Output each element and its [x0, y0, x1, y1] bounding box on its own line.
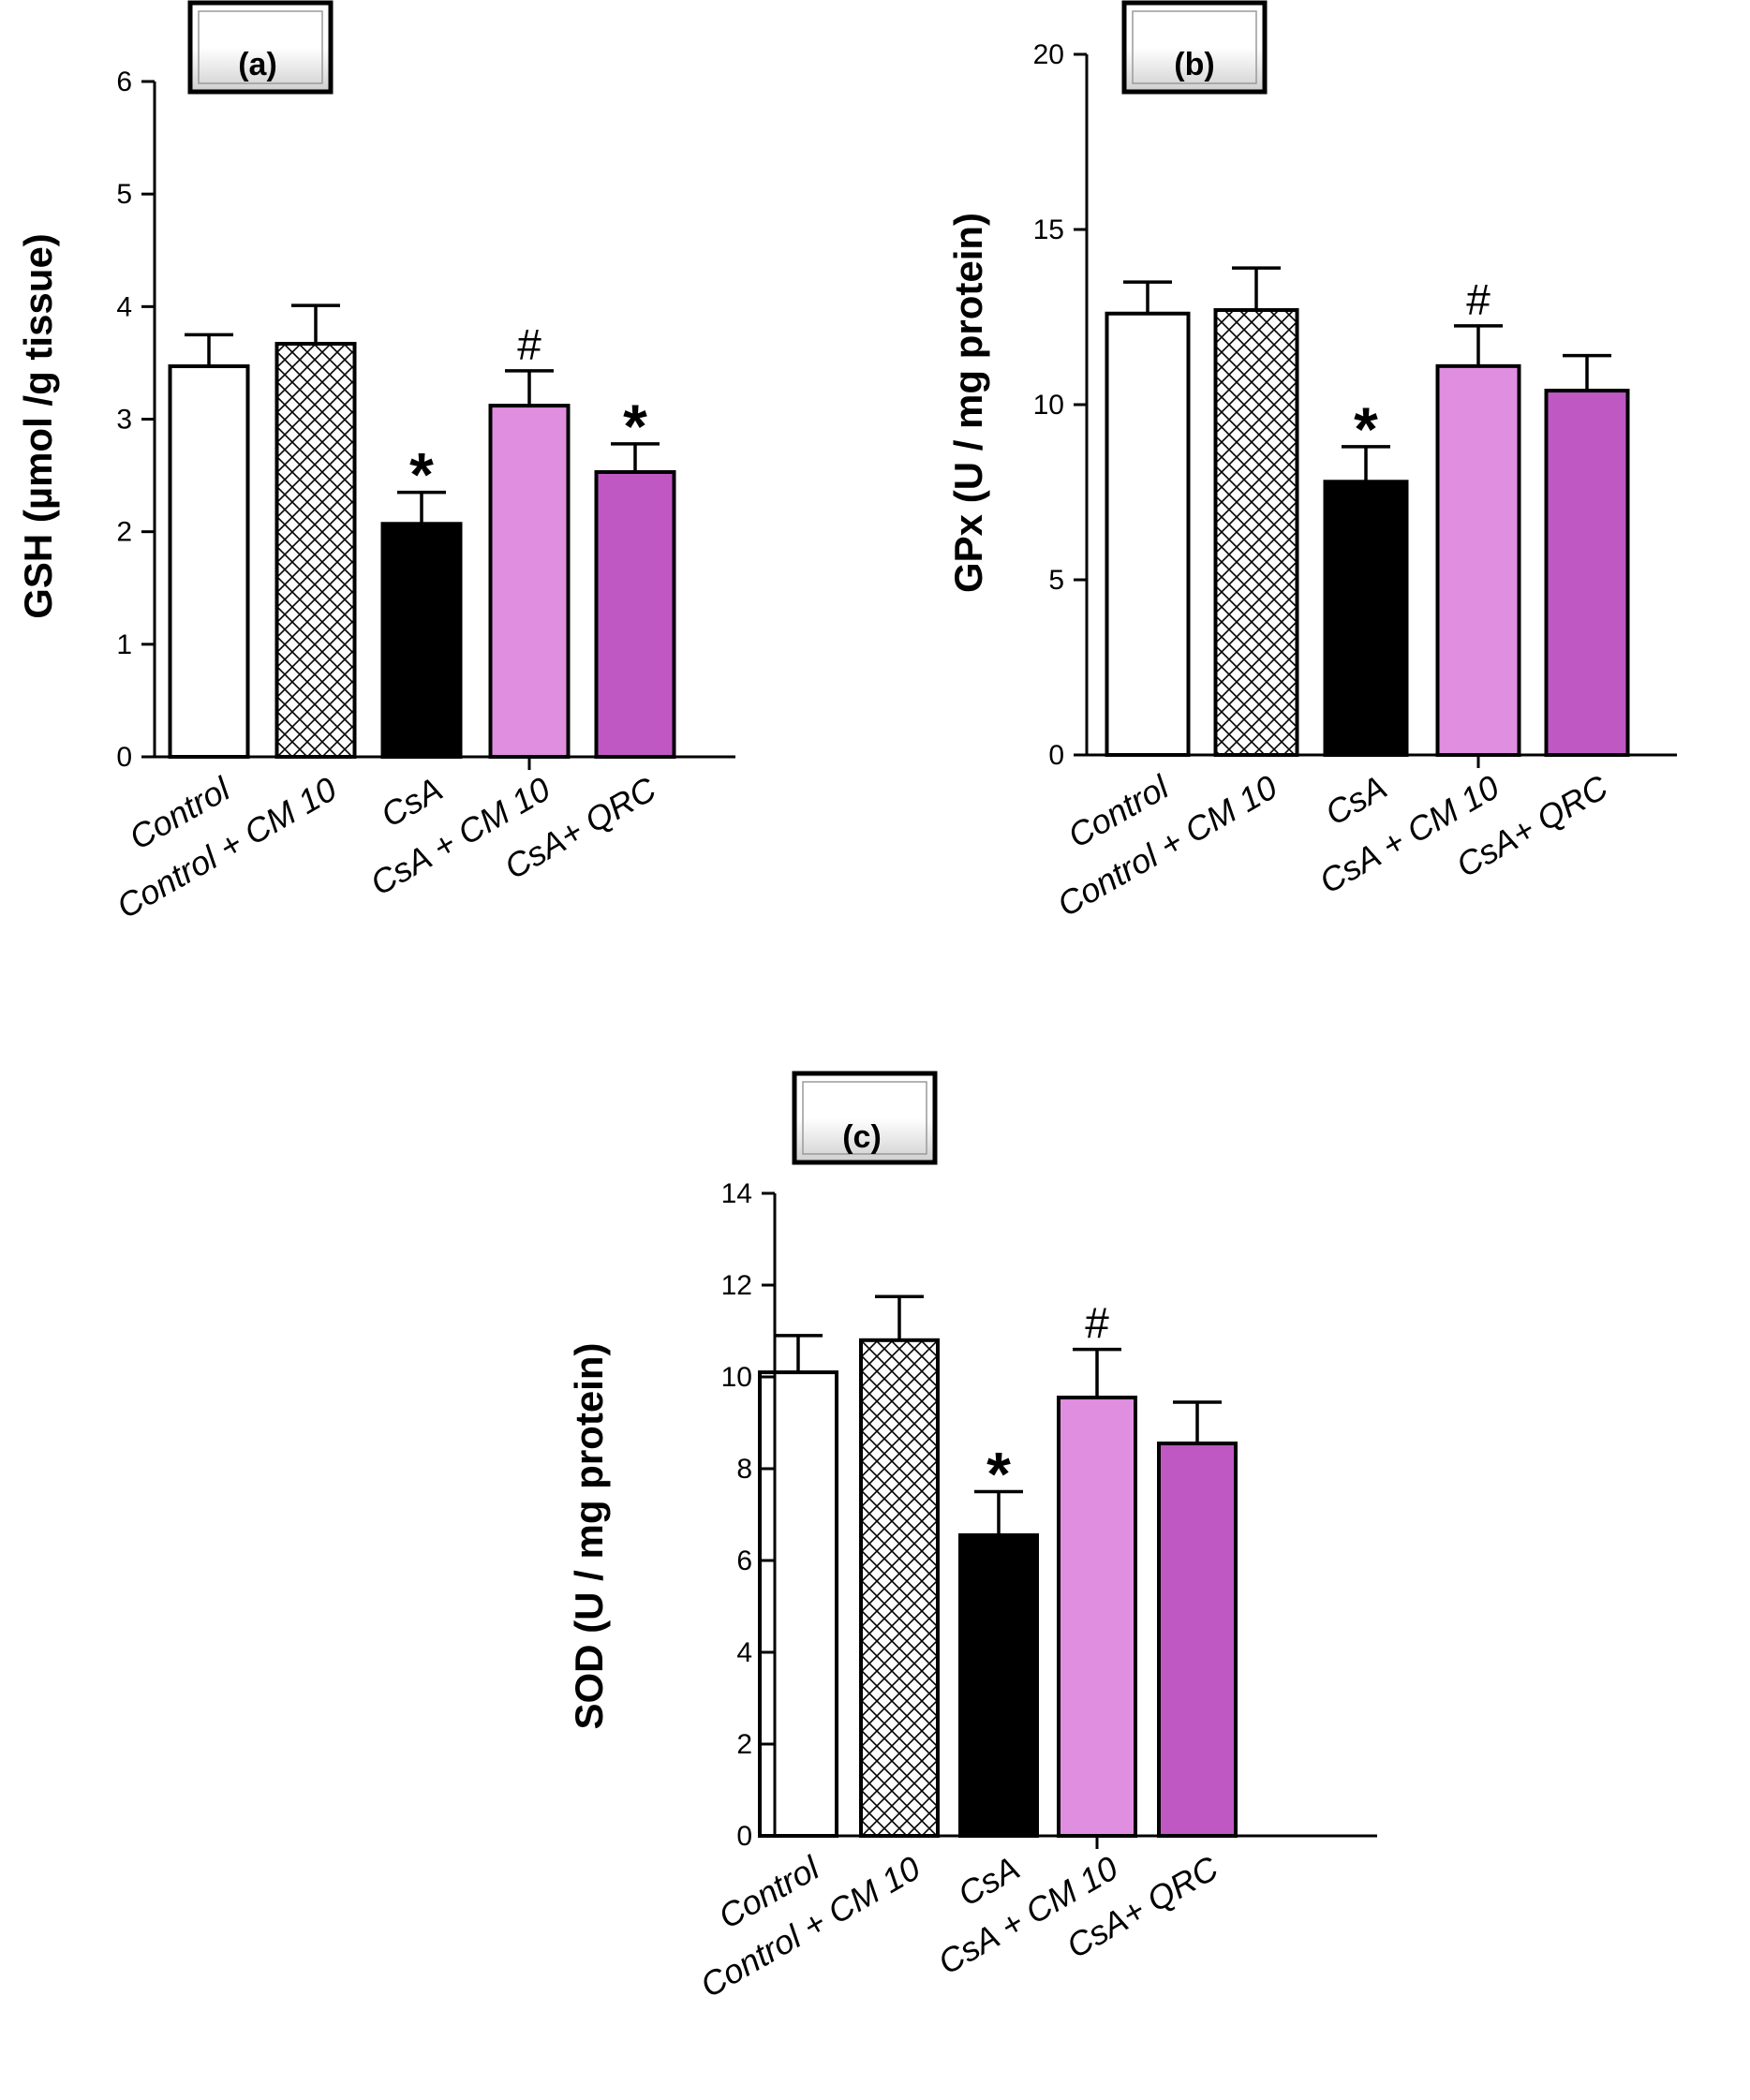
axes [141, 80, 735, 770]
panel-label-box: (b) [1121, 0, 1268, 95]
axes [762, 1191, 1377, 1849]
bar [380, 522, 463, 759]
error-bars [1123, 266, 1611, 482]
significance-marks: * # * [409, 320, 647, 510]
significance-marks: *# [1354, 275, 1490, 464]
y-tick-labels: 0 5 10 15 20 [1033, 39, 1064, 771]
panel-label-box: (c) [792, 1071, 938, 1165]
y-tick-label: 4 [736, 1637, 752, 1668]
panel-label: (b) [1174, 47, 1214, 82]
y-tick-labels: 0 1 2 3 4 5 6 [116, 67, 132, 773]
significance-hash: # [1085, 1299, 1109, 1348]
bar [594, 469, 676, 759]
error-bars [185, 303, 660, 525]
bar [1323, 480, 1409, 758]
bar [758, 1370, 838, 1838]
y-axis-label: GPx (U / mg protein) [946, 213, 990, 593]
y-tick-label: 1 [116, 629, 132, 660]
significance-star: * [409, 440, 434, 510]
y-tick-label: 5 [116, 179, 132, 210]
bar [488, 404, 571, 759]
y-tick-label: 12 [721, 1270, 752, 1301]
axes [1074, 52, 1677, 768]
bar [859, 1338, 940, 1839]
y-tick-label: 0 [1048, 740, 1064, 771]
significance-star: * [623, 392, 647, 461]
y-tick-label: 8 [736, 1454, 752, 1485]
y-tick-label: 10 [721, 1362, 752, 1393]
bars [1105, 308, 1630, 758]
bar [274, 341, 357, 759]
x-tick-label: CsA [375, 769, 449, 835]
y-tick-label: 2 [736, 1729, 752, 1760]
y-tick-label: 0 [736, 1821, 752, 1852]
x-tick-label: CsA [1319, 767, 1393, 833]
y-tick-label: 4 [116, 291, 132, 322]
significance-star: * [986, 1440, 1011, 1509]
chart-panel-a: (a) GSH (µmol /g tissue) 0 1 2 3 4 5 6 * # * Con… [16, 0, 735, 926]
significance-hash: # [517, 320, 541, 369]
y-tick-label: 0 [116, 742, 132, 773]
bar [168, 364, 250, 759]
bar [1057, 1396, 1137, 1839]
y-tick-label: 3 [116, 405, 132, 436]
y-axis-label: GSH (µmol /g tissue) [16, 233, 60, 619]
bars [168, 341, 676, 759]
y-tick-labels: 0 2 4 6 8 10 12 14 [721, 1178, 752, 1852]
significance-marks: *# [986, 1299, 1109, 1509]
bar [1435, 363, 1521, 757]
bar [1544, 389, 1630, 757]
y-axis-label: SOD (U / mg protein) [567, 1343, 611, 1730]
y-tick-label: 5 [1048, 565, 1064, 596]
significance-star: * [1354, 394, 1378, 464]
y-tick-label: 10 [1033, 390, 1064, 421]
bar [1157, 1442, 1238, 1839]
bar [958, 1533, 1039, 1839]
y-tick-label: 20 [1033, 39, 1064, 70]
y-tick-label: 14 [721, 1178, 752, 1209]
panel-label-box: (a) [187, 0, 334, 95]
y-tick-label: 15 [1033, 214, 1064, 245]
panel-label: (c) [842, 1119, 882, 1155]
y-tick-label: 6 [116, 67, 132, 97]
significance-hash: # [1466, 275, 1490, 324]
bars [758, 1338, 1238, 1839]
y-tick-label: 2 [116, 517, 132, 548]
error-bars [774, 1294, 1222, 1536]
bar [1213, 308, 1299, 757]
panel-label: (a) [238, 47, 277, 82]
bar [1105, 311, 1191, 757]
y-tick-label: 6 [736, 1545, 752, 1576]
